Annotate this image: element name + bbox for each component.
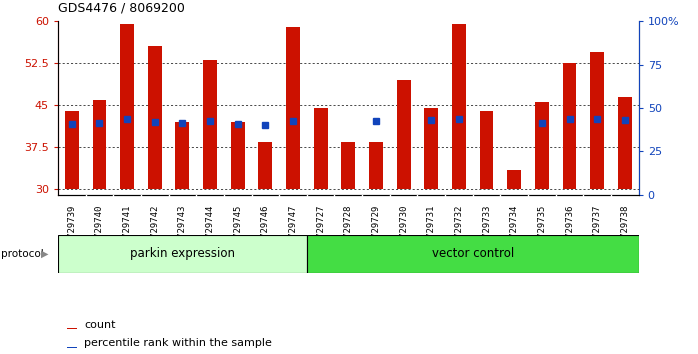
Bar	[507, 170, 521, 189]
Text: GSM729727: GSM729727	[316, 205, 325, 253]
Bar	[591, 52, 604, 189]
Bar	[369, 142, 383, 189]
Bar	[148, 46, 162, 189]
Text: GSM729742: GSM729742	[150, 205, 159, 253]
Text: GSM729736: GSM729736	[565, 205, 574, 253]
Bar	[231, 122, 244, 189]
Bar	[65, 111, 79, 189]
Bar	[93, 99, 106, 189]
Bar	[58, 235, 307, 273]
Bar	[175, 122, 189, 189]
Text: GSM729744: GSM729744	[205, 205, 214, 253]
Bar	[66, 347, 77, 348]
Text: GSM729733: GSM729733	[482, 205, 491, 253]
Bar	[120, 24, 134, 189]
Text: GSM729747: GSM729747	[288, 205, 297, 253]
Bar	[307, 235, 639, 273]
Bar	[563, 63, 577, 189]
Text: GSM729730: GSM729730	[399, 205, 408, 253]
Bar	[341, 142, 355, 189]
Text: GSM729746: GSM729746	[261, 205, 270, 253]
Bar	[618, 97, 632, 189]
Bar	[258, 142, 272, 189]
Text: vector control: vector control	[431, 247, 514, 261]
Text: GSM729728: GSM729728	[344, 205, 352, 253]
Bar	[66, 328, 77, 329]
Bar	[313, 108, 327, 189]
Text: parkin expression: parkin expression	[130, 247, 235, 261]
Text: GSM729738: GSM729738	[621, 205, 630, 253]
Text: GSM729737: GSM729737	[593, 205, 602, 253]
Text: GSM729732: GSM729732	[454, 205, 463, 253]
Text: ▶: ▶	[40, 249, 48, 259]
Bar	[286, 27, 300, 189]
Text: GSM729745: GSM729745	[233, 205, 242, 253]
Bar	[480, 111, 493, 189]
Text: GSM729740: GSM729740	[95, 205, 104, 253]
Bar	[535, 102, 549, 189]
Bar	[396, 80, 410, 189]
Text: GSM729734: GSM729734	[510, 205, 519, 253]
Text: GSM729731: GSM729731	[426, 205, 436, 253]
Text: protocol: protocol	[1, 249, 44, 259]
Text: percentile rank within the sample: percentile rank within the sample	[84, 338, 272, 348]
Text: GSM729735: GSM729735	[537, 205, 547, 253]
Text: GSM729741: GSM729741	[123, 205, 131, 253]
Text: GSM729739: GSM729739	[67, 205, 76, 253]
Bar	[424, 108, 438, 189]
Text: GDS4476 / 8069200: GDS4476 / 8069200	[58, 1, 185, 14]
Text: count: count	[84, 320, 116, 330]
Bar	[452, 24, 466, 189]
Text: GSM729743: GSM729743	[178, 205, 187, 253]
Bar	[203, 61, 217, 189]
Text: GSM729729: GSM729729	[371, 205, 380, 253]
